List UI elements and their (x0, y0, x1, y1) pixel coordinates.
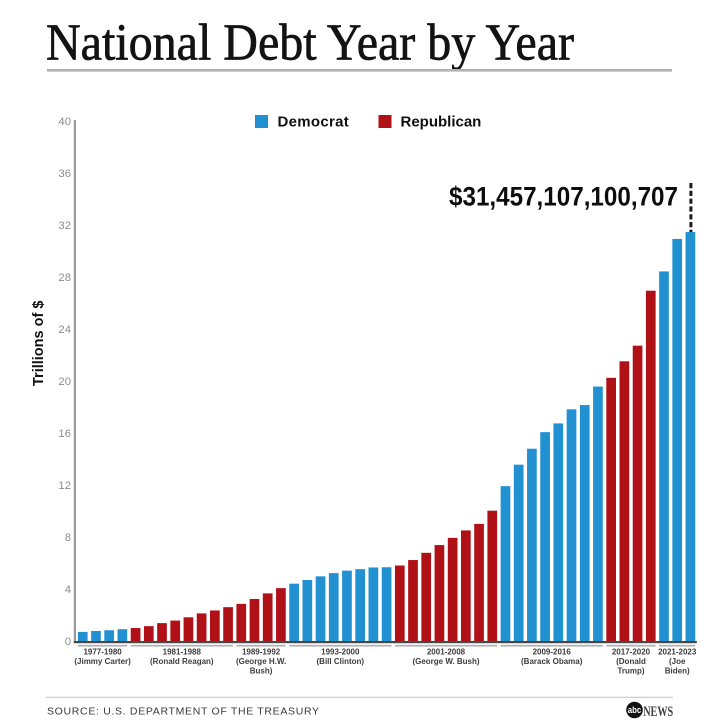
svg-text:Bush): Bush) (250, 667, 273, 676)
svg-text:NEWS: NEWS (643, 704, 673, 720)
svg-text:16: 16 (58, 428, 71, 440)
svg-text:Trillions of $: Trillions of $ (31, 301, 47, 386)
svg-text:$31,457,107,100,707: $31,457,107,100,707 (449, 182, 678, 212)
svg-text:(George H.W.: (George H.W. (236, 657, 286, 666)
svg-text:1981-1988: 1981-1988 (163, 647, 202, 656)
svg-text:abc: abc (628, 705, 642, 716)
svg-text:40: 40 (58, 116, 71, 128)
svg-text:36: 36 (58, 168, 71, 180)
svg-text:8: 8 (65, 532, 71, 544)
svg-text:Trump): Trump) (617, 667, 644, 676)
svg-text:12: 12 (58, 480, 71, 492)
svg-text:2021-2023: 2021-2023 (658, 647, 697, 656)
svg-text:Biden): Biden) (665, 667, 690, 676)
svg-text:(Jimmy Carter): (Jimmy Carter) (74, 657, 131, 666)
svg-text:2017-2020: 2017-2020 (612, 647, 651, 656)
svg-text:1989-1992: 1989-1992 (242, 647, 281, 656)
svg-text:(Barack Obama): (Barack Obama) (521, 657, 583, 666)
svg-text:National Debt Year by Year: National Debt Year by Year (46, 14, 574, 71)
svg-text:0: 0 (65, 636, 71, 648)
svg-text:(Ronald Reagan): (Ronald Reagan) (150, 657, 214, 666)
svg-text:1977-1980: 1977-1980 (83, 647, 122, 656)
svg-text:28: 28 (58, 272, 71, 284)
svg-text:2001-2008: 2001-2008 (427, 647, 466, 656)
svg-text:(George W. Bush): (George W. Bush) (412, 657, 479, 666)
svg-text:(Joe: (Joe (669, 657, 686, 666)
svg-text:SOURCE: U.S. DEPARTMENT OF THE: SOURCE: U.S. DEPARTMENT OF THE TREASURY (47, 706, 320, 718)
svg-text:(Bill Clinton): (Bill Clinton) (317, 657, 365, 666)
svg-text:(Donald: (Donald (616, 657, 646, 666)
svg-text:32: 32 (58, 220, 71, 232)
svg-text:Republican: Republican (401, 114, 482, 131)
svg-text:2009-2016: 2009-2016 (533, 647, 572, 656)
svg-text:1993-2000: 1993-2000 (321, 647, 360, 656)
svg-text:Democrat: Democrat (278, 114, 350, 131)
svg-text:20: 20 (58, 376, 71, 388)
svg-text:4: 4 (65, 584, 71, 596)
svg-text:24: 24 (58, 324, 71, 336)
